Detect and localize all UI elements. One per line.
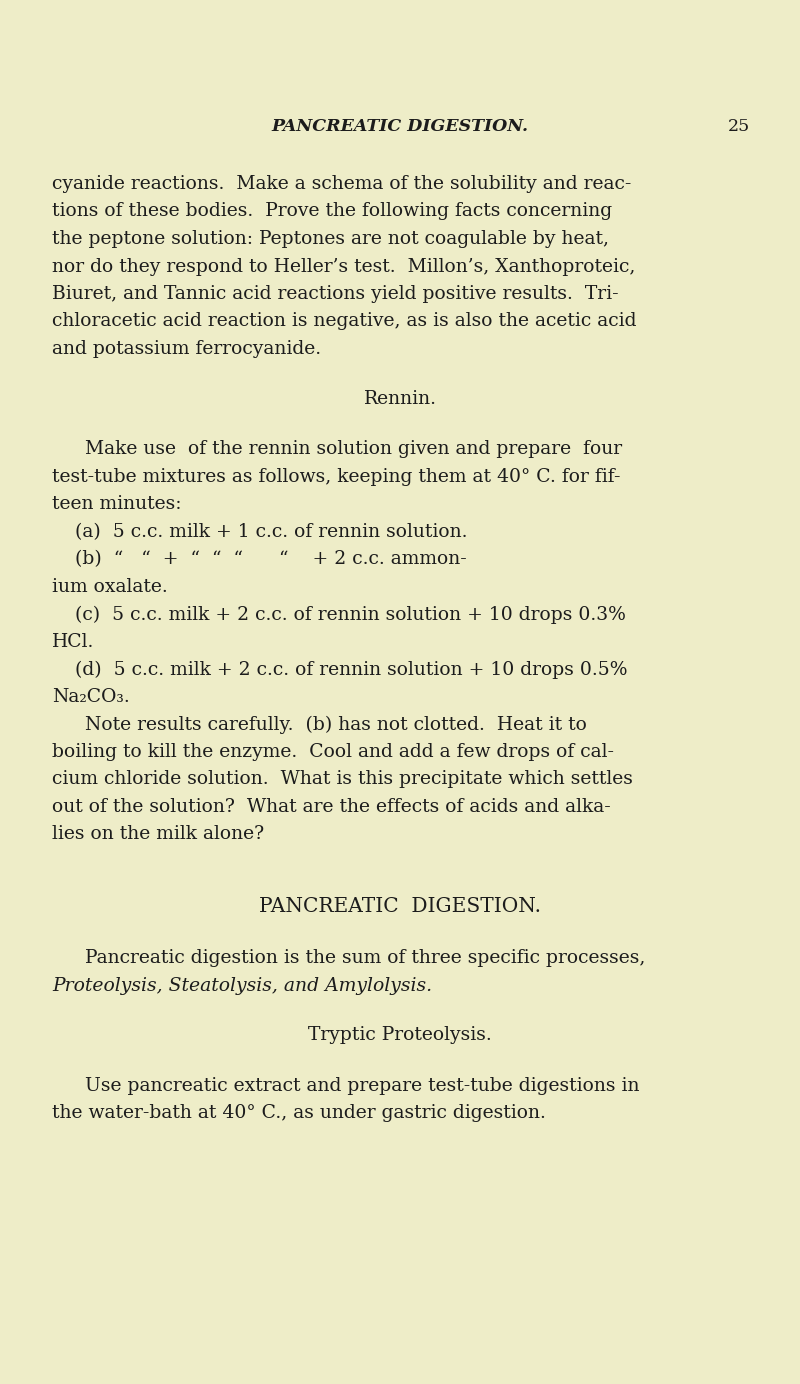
Text: (a)  5 c.c. milk + 1 c.c. of rennin solution.: (a) 5 c.c. milk + 1 c.c. of rennin solut… — [75, 523, 467, 541]
Text: tions of these bodies.  Prove the following facts concerning: tions of these bodies. Prove the followi… — [52, 202, 612, 220]
Text: PANCREATIC  DIGESTION.: PANCREATIC DIGESTION. — [259, 897, 541, 916]
Text: nor do they respond to Heller’s test.  Millon’s, Xanthoproteic,: nor do they respond to Heller’s test. Mi… — [52, 257, 635, 275]
Text: out of the solution?  What are the effects of acids and alka-: out of the solution? What are the effect… — [52, 797, 610, 817]
Text: test-tube mixtures as follows, keeping them at 40° C. for fif-: test-tube mixtures as follows, keeping t… — [52, 468, 621, 486]
Text: Proteolysis, Steatolysis, and Amylolysis.: Proteolysis, Steatolysis, and Amylolysis… — [52, 977, 432, 995]
Text: Rennin.: Rennin. — [363, 389, 437, 407]
Text: Tryptic Proteolysis.: Tryptic Proteolysis. — [308, 1026, 492, 1044]
Text: cium chloride solution.  What is this precipitate which settles: cium chloride solution. What is this pre… — [52, 771, 633, 789]
Text: Note results carefully.  (b) has not clotted.  Heat it to: Note results carefully. (b) has not clot… — [85, 716, 587, 734]
Text: chloracetic acid reaction is negative, as is also the acetic acid: chloracetic acid reaction is negative, a… — [52, 313, 637, 331]
Text: lies on the milk alone?: lies on the milk alone? — [52, 825, 264, 843]
Text: Biuret, and Tannic acid reactions yield positive results.  Tri-: Biuret, and Tannic acid reactions yield … — [52, 285, 618, 303]
Text: (b)  “   “  +  “  “  “      “    + 2 c.c. ammon-: (b) “ “ + “ “ “ “ + 2 c.c. ammon- — [75, 551, 466, 569]
Text: (c)  5 c.c. milk + 2 c.c. of rennin solution + 10 drops 0.3%: (c) 5 c.c. milk + 2 c.c. of rennin solut… — [75, 605, 626, 624]
Text: Use pancreatic extract and prepare test-tube digestions in: Use pancreatic extract and prepare test-… — [85, 1077, 639, 1095]
Text: boiling to kill the enzyme.  Cool and add a few drops of cal-: boiling to kill the enzyme. Cool and add… — [52, 743, 614, 761]
Text: HCl.: HCl. — [52, 632, 94, 650]
Text: Make use  of the rennin solution given and prepare  four: Make use of the rennin solution given an… — [85, 440, 622, 458]
Text: cyanide reactions.  Make a schema of the solubility and reac-: cyanide reactions. Make a schema of the … — [52, 174, 631, 192]
Text: Pancreatic digestion is the sum of three specific processes,: Pancreatic digestion is the sum of three… — [85, 949, 646, 967]
Text: Na₂CO₃.: Na₂CO₃. — [52, 688, 130, 706]
Text: the water-bath at 40° C., as under gastric digestion.: the water-bath at 40° C., as under gastr… — [52, 1104, 546, 1122]
Text: teen minutes:: teen minutes: — [52, 495, 182, 513]
Text: (d)  5 c.c. milk + 2 c.c. of rennin solution + 10 drops 0.5%: (d) 5 c.c. milk + 2 c.c. of rennin solut… — [75, 660, 627, 678]
Text: 25: 25 — [728, 118, 750, 136]
Text: PANCREATIC DIGESTION.: PANCREATIC DIGESTION. — [271, 118, 529, 136]
Text: and potassium ferrocyanide.: and potassium ferrocyanide. — [52, 340, 321, 358]
Text: the peptone solution: Peptones are not coagulable by heat,: the peptone solution: Peptones are not c… — [52, 230, 609, 248]
Text: ium oxalate.: ium oxalate. — [52, 579, 168, 597]
